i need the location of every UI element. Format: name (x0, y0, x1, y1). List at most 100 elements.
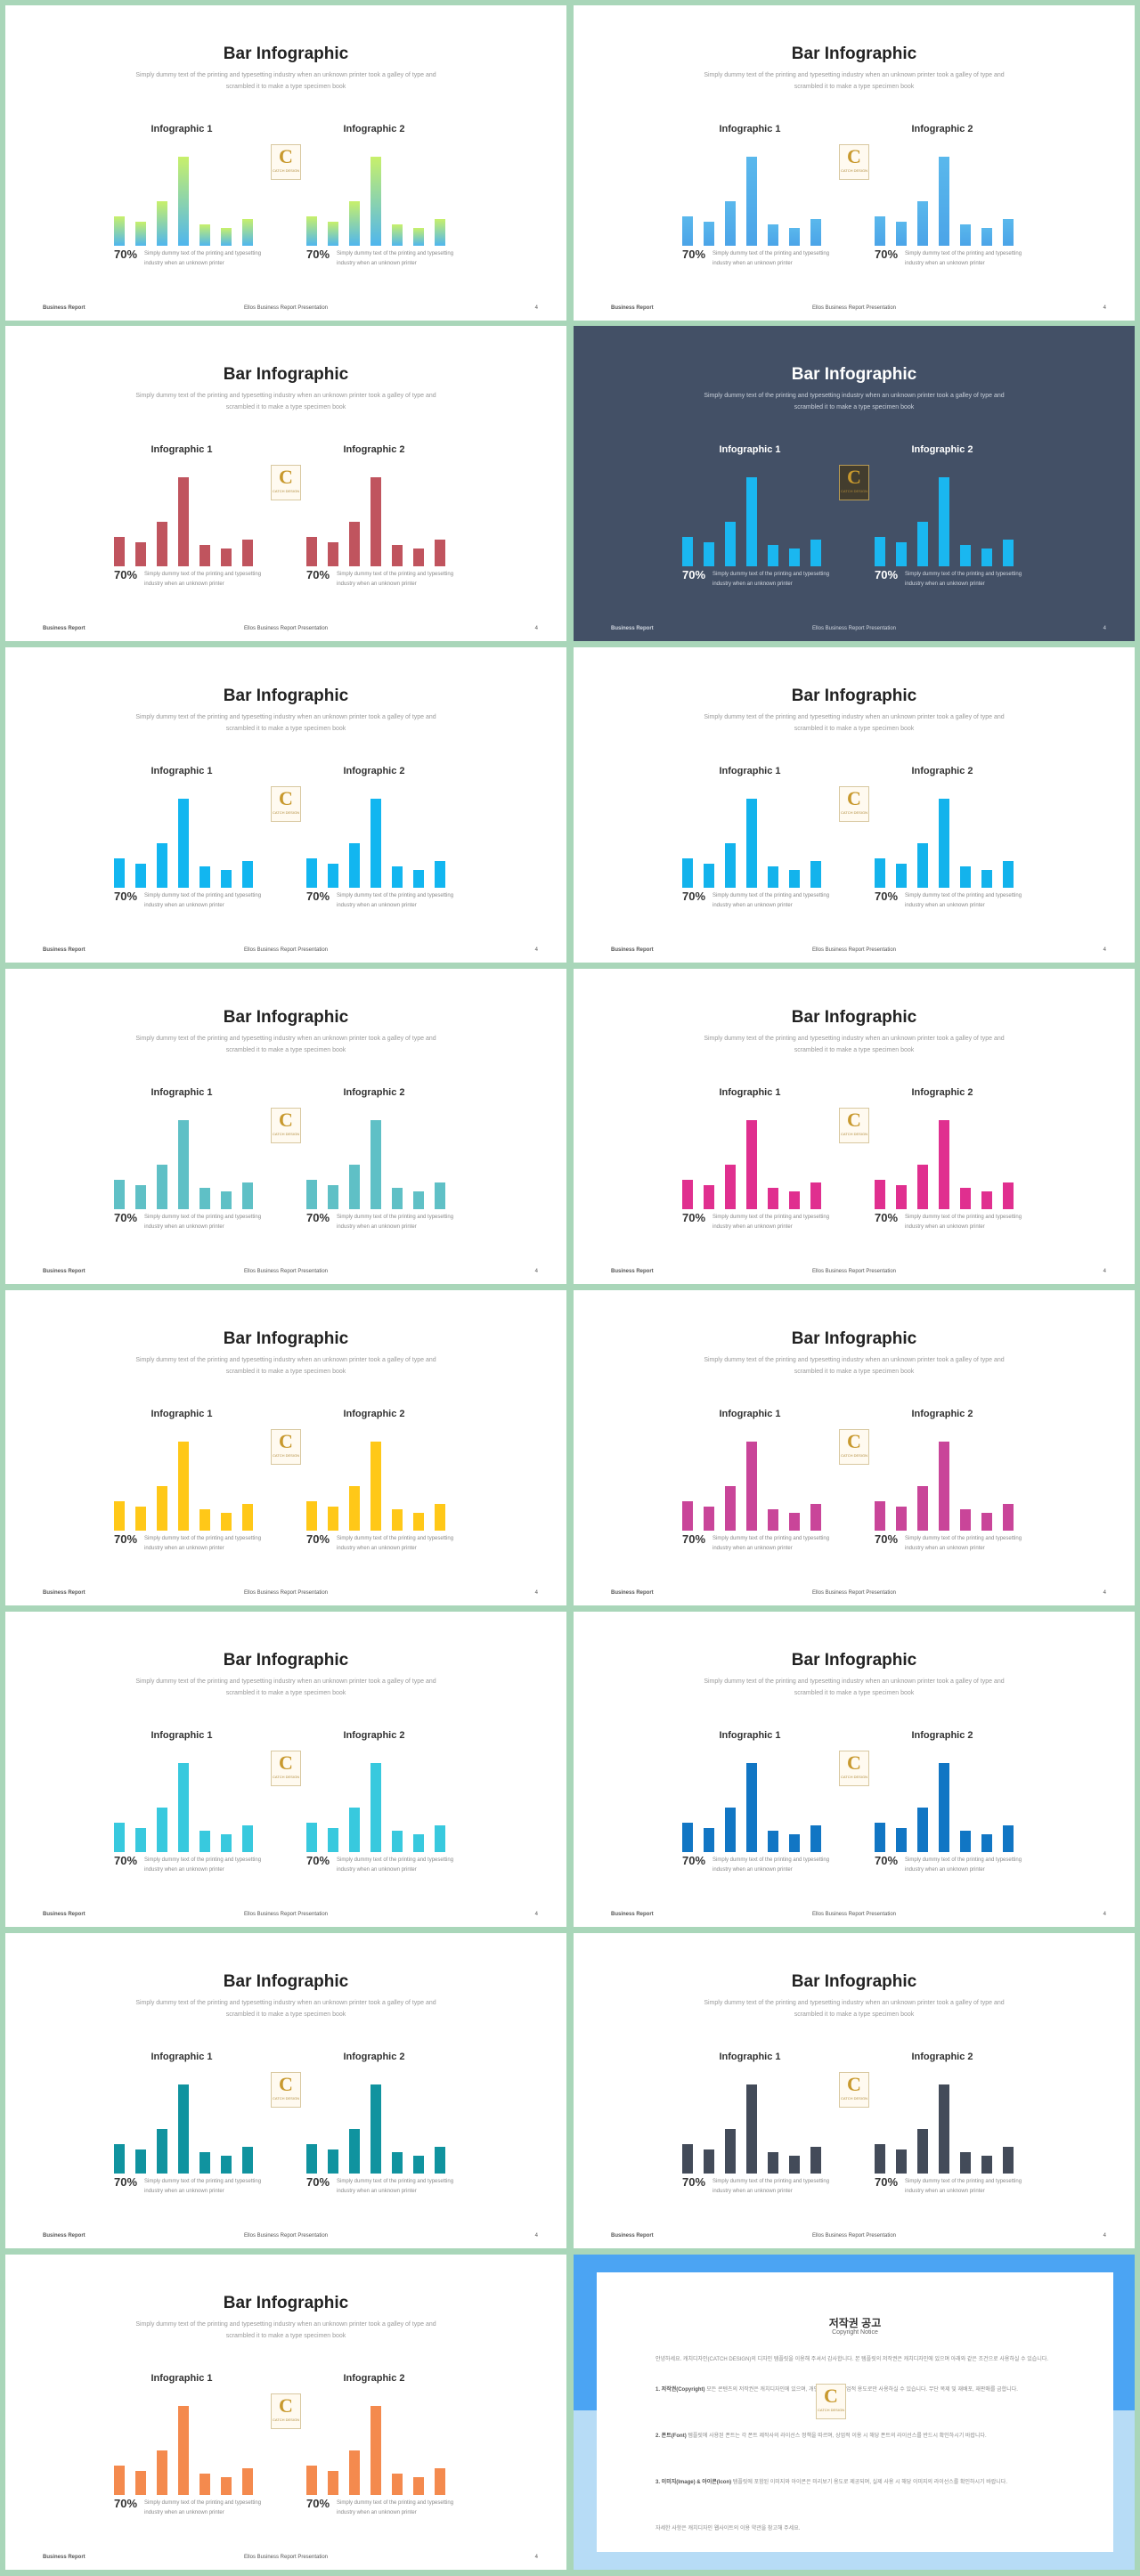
infographic-label: Infographic 1 (151, 2052, 213, 2062)
slide-thumbnail[interactable]: Bar Infographic Simply dummy text of the … (574, 5, 1135, 321)
percent-value: 70% (682, 2175, 706, 2189)
footer-center: Ellos Business Report Presentation (243, 947, 329, 953)
slide-thumbnail[interactable]: Bar Infographic Simply dummy text of the … (574, 969, 1135, 1284)
slide-thumbnail[interactable]: Bar Infographic Simply dummy text of the … (5, 2255, 566, 2570)
chart-bar (939, 799, 949, 888)
chart-bar (939, 2084, 949, 2174)
chart-bar (392, 2474, 403, 2495)
slide-subtitle: Simply dummy text of the printing and ty… (135, 1036, 436, 1053)
slide-thumbnail[interactable]: Bar Infographic Simply dummy text of the … (5, 1290, 566, 1605)
slide-thumbnail[interactable]: Bar Infographic Simply dummy text of the … (574, 326, 1135, 641)
footer-center: Ellos Business Report Presentation (811, 305, 897, 311)
description-text: Simply dummy text of the printing and ty… (905, 1857, 1022, 1873)
chart-bar (306, 1501, 317, 1531)
chart-bar (370, 1442, 381, 1531)
description-text: Simply dummy text of the printing and ty… (712, 1536, 830, 1551)
slide-thumbnail[interactable]: Bar Infographic Simply dummy text of the … (5, 647, 566, 963)
slide-thumbnail[interactable]: Bar Infographic Simply dummy text of the … (5, 326, 566, 641)
description-text: Simply dummy text of the printing and ty… (712, 893, 830, 908)
chart-bar (135, 542, 146, 566)
chart-bar (242, 1504, 253, 1531)
chart-bar (981, 2156, 992, 2174)
logo-text: CATCH DESIGN (273, 1775, 299, 1779)
description-text: Simply dummy text of the printing and ty… (905, 2179, 1022, 2194)
chart-bar (917, 1165, 928, 1209)
slide-thumbnail[interactable]: Bar Infographic Simply dummy text of the … (574, 647, 1135, 963)
infographic-label: Infographic 2 (343, 766, 405, 776)
chart-bar (682, 858, 693, 888)
footer-left: Business Report (43, 626, 86, 631)
slide-thumbnail[interactable]: Bar Infographic Simply dummy text of the … (5, 1612, 566, 1927)
footer-center: Ellos Business Report Presentation (243, 1269, 329, 1274)
chart-bar (960, 866, 971, 888)
chart-bar (413, 228, 424, 246)
chart-bar (114, 858, 125, 888)
slide-thumbnail[interactable]: Bar Infographic Simply dummy text of the … (5, 969, 566, 1284)
logo-icon: C CATCH DESIGN (271, 2072, 301, 2108)
footer-left: Business Report (611, 305, 654, 311)
description-text: Simply dummy text of the printing and ty… (144, 893, 262, 908)
slide-thumbnail[interactable]: Bar Infographic Simply dummy text of the … (574, 1612, 1135, 1927)
description-text: Simply dummy text of the printing and ty… (712, 1857, 830, 1873)
logo-icon: C CATCH DESIGN (816, 2384, 846, 2419)
chart-bar (242, 2147, 253, 2174)
percent-value: 70% (114, 890, 138, 903)
chart-bar (413, 2156, 424, 2174)
infographic-label: Infographic 2 (343, 1730, 405, 1741)
logo-icon: C CATCH DESIGN (271, 1108, 301, 1143)
chart-bar (725, 2129, 736, 2174)
chart-bar (875, 216, 885, 246)
percent-value: 70% (682, 568, 706, 581)
chart-bar (435, 2147, 445, 2174)
percent-value: 70% (114, 2497, 138, 2510)
bar-chart (682, 146, 843, 246)
chart-bar (1003, 861, 1014, 888)
infographic-label: Infographic 2 (343, 2373, 405, 2384)
chart-bar (392, 866, 403, 888)
chart-bar (435, 2468, 445, 2495)
logo-letter: C (279, 466, 293, 488)
slide-thumbnail[interactable]: Bar Infographic Simply dummy text of the … (5, 5, 566, 321)
logo-letter: C (847, 1109, 861, 1131)
slide-thumbnail[interactable]: Bar Infographic Simply dummy text of the … (574, 1933, 1135, 2248)
infographic-label: Infographic 2 (911, 1087, 973, 1098)
description-text: Simply dummy text of the printing and ty… (337, 2179, 454, 2194)
chart-bar (200, 1831, 210, 1852)
chart-bar (939, 1763, 949, 1852)
copyright-slide[interactable]: 저작권 공고 Copyright Notice 안녕하세요. 캐치디자인(CATCH… (574, 2255, 1135, 2570)
infographic-label: Infographic 2 (343, 1409, 405, 1419)
bar-chart (682, 2074, 843, 2174)
chart-bar (349, 2129, 360, 2174)
page-number: 4 (534, 1269, 538, 1274)
footer-center: Ellos Business Report Presentation (811, 626, 897, 631)
infographic-label: Infographic 1 (719, 124, 781, 134)
chart-bar (875, 537, 885, 566)
chart-bar (725, 843, 736, 888)
logo-text: CATCH DESIGN (841, 168, 867, 173)
chart-bar (789, 1834, 800, 1852)
chart-bar (328, 1507, 338, 1531)
description-text: Simply dummy text of the printing and ty… (144, 1215, 262, 1230)
chart-bar (875, 1823, 885, 1852)
bar-chart (114, 1431, 274, 1531)
chart-bar (114, 2466, 125, 2495)
chart-bar (370, 477, 381, 566)
slide-thumbnail[interactable]: Bar Infographic Simply dummy text of the … (5, 1933, 566, 2248)
chart-bar (1003, 540, 1014, 566)
chart-bar (810, 1182, 821, 1209)
chart-bar (746, 2084, 757, 2174)
slide-thumbnail[interactable]: Bar Infographic Simply dummy text of the … (574, 1290, 1135, 1605)
chart-bar (242, 861, 253, 888)
footer-center: Ellos Business Report Presentation (811, 2233, 897, 2239)
chart-bar (789, 228, 800, 246)
chart-bar (221, 1834, 232, 1852)
chart-bar (746, 157, 757, 246)
chart-bar (242, 1182, 253, 1209)
chart-bar (981, 1191, 992, 1209)
slide-title: Bar Infographic (223, 1329, 349, 1348)
chart-bar (896, 2149, 907, 2174)
footer-center: Ellos Business Report Presentation (811, 1590, 897, 1596)
percent-value: 70% (875, 568, 899, 581)
percent-value: 70% (306, 1854, 330, 1867)
bar-chart (306, 1109, 467, 1209)
